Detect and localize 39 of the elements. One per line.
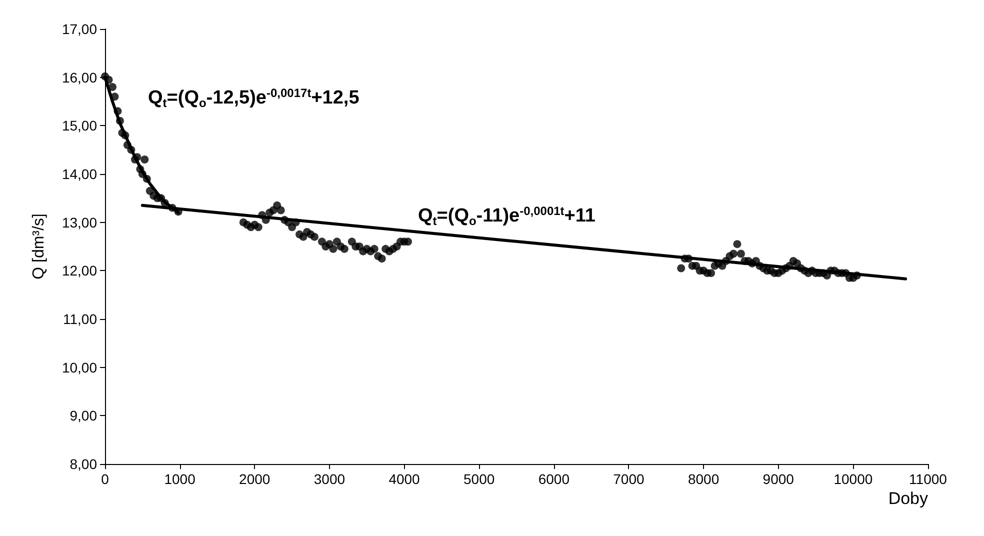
point xyxy=(733,240,742,248)
point xyxy=(707,269,716,278)
y-tick-label: 10,00 xyxy=(62,359,98,376)
y-tick-label: 14,00 xyxy=(62,166,98,182)
x-tick-label: 8000 xyxy=(688,471,720,487)
x-axis-title: Doby xyxy=(888,489,928,508)
point xyxy=(404,238,412,246)
x-tick-label: 2000 xyxy=(239,471,270,487)
y-axis-title: Q [dm³/s] xyxy=(30,214,48,280)
point xyxy=(340,244,348,253)
y-tick-label: 8,00 xyxy=(70,456,98,472)
x-tick-label: 1000 xyxy=(164,471,196,487)
y-tick-label: 16,00 xyxy=(62,69,98,86)
x-tick-label: 6000 xyxy=(538,471,570,487)
y-tick-label: 9,00 xyxy=(70,408,98,424)
x-tick-label: 3000 xyxy=(314,471,346,487)
x-tick-label: 0 xyxy=(101,471,110,487)
x-tick-label: 11000 xyxy=(909,471,948,487)
y-tick-label: 11,00 xyxy=(63,311,98,327)
point xyxy=(370,244,378,253)
x-tick-label: 5000 xyxy=(464,471,495,487)
point xyxy=(729,250,738,258)
y-tick-label: 12,00 xyxy=(62,262,98,279)
point xyxy=(140,156,149,164)
point xyxy=(736,250,745,258)
point xyxy=(310,232,318,241)
point xyxy=(329,244,338,253)
x-tick-label: 4000 xyxy=(388,471,420,487)
point xyxy=(276,206,285,214)
point xyxy=(108,83,116,91)
y-tick-label: 17,00 xyxy=(62,21,98,37)
point xyxy=(378,254,386,263)
x-tick-label: 10000 xyxy=(834,471,873,487)
point xyxy=(254,223,262,232)
y-tick-label: 15,00 xyxy=(62,118,98,134)
x-tick-label: 7000 xyxy=(613,471,645,487)
x-tick-label: 9000 xyxy=(762,471,794,487)
point xyxy=(677,264,686,272)
y-tick-label: 13,00 xyxy=(62,214,98,230)
